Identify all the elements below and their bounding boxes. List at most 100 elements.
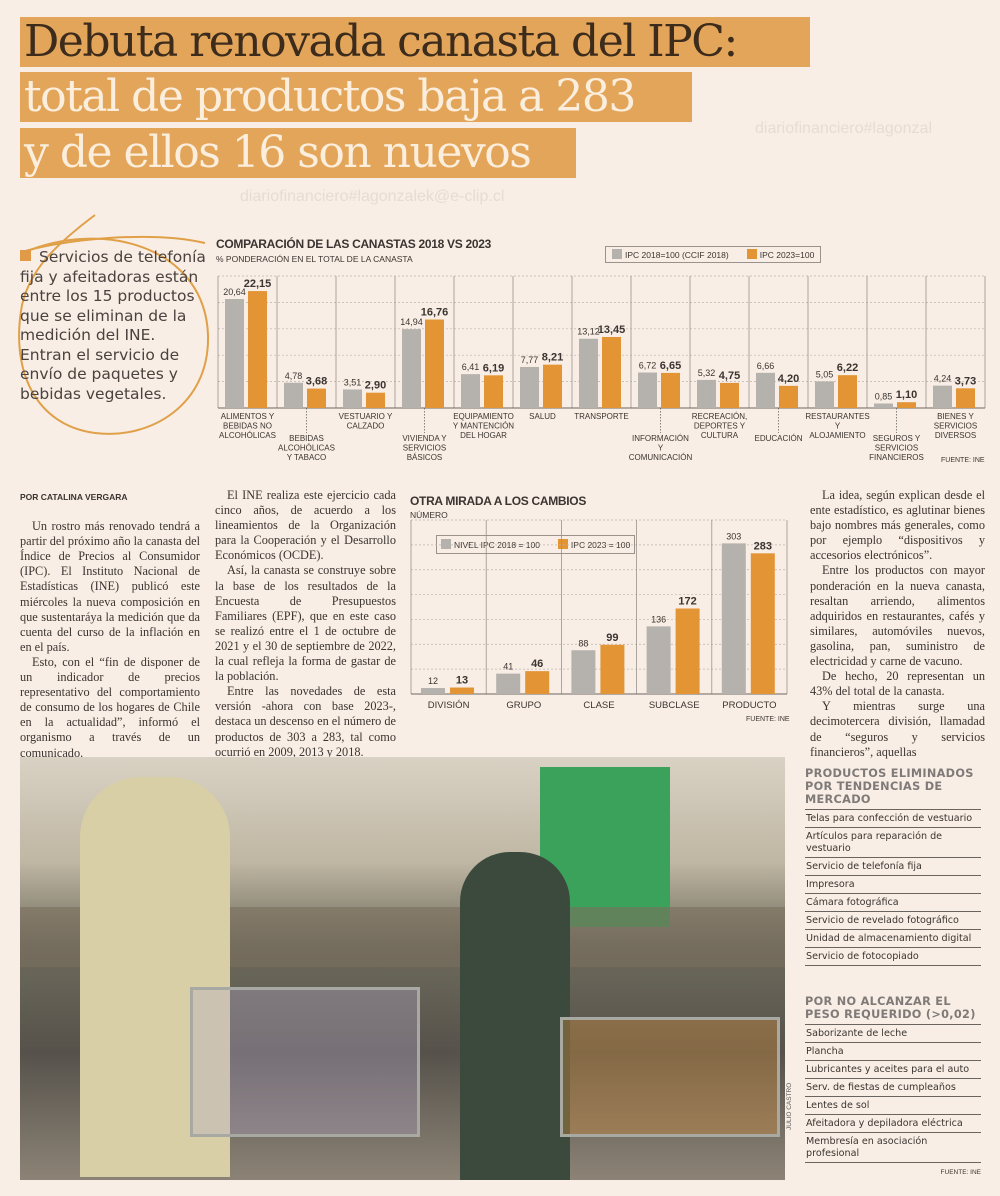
eliminated-title: PRODUCTOS ELIMINADOS POR TENDENCIAS DE M… — [805, 767, 981, 810]
category-label: EQUIPAMIENTO — [453, 412, 514, 421]
bar-2023 — [602, 336, 621, 408]
category-label: VIVIENDA Y — [402, 434, 447, 443]
data-label: 14,94 — [400, 317, 423, 327]
legend-item-2023: IPC 2023=100 — [746, 249, 814, 260]
photo-shopper-man — [80, 777, 230, 1177]
chart1-subtitle: % PONDERACIÓN EN EL TOTAL DE LA CANASTA — [216, 254, 413, 264]
bar-2018 — [421, 688, 445, 694]
chart2-title: OTRA MIRADA A LOS CAMBIOS — [410, 494, 587, 508]
data-label: 41 — [503, 662, 513, 672]
data-label: 13 — [456, 675, 468, 687]
data-label: 3,73 — [955, 375, 976, 387]
bar-2023 — [484, 375, 503, 408]
data-label: 7,77 — [521, 355, 539, 365]
category-label: SERVICIOS — [403, 444, 446, 453]
bullet-square-icon — [20, 250, 31, 261]
bar-2018 — [646, 626, 671, 694]
category-label: BEBIDAS — [289, 434, 324, 443]
photo-shopper-woman — [460, 852, 570, 1180]
category-label: COMUNICACIÓN — [629, 453, 693, 462]
chart1-source: FUENTE: INE — [941, 457, 985, 464]
category-label: ALCOHÓLICAS — [219, 431, 276, 440]
headline-line-2: total de productos baja a 283 — [20, 72, 692, 122]
bar-2018 — [571, 650, 596, 694]
bar-2018 — [815, 381, 834, 408]
bar-2018 — [933, 385, 952, 408]
bar-2018 — [343, 389, 362, 408]
category-label: EDUCACIÓN — [754, 434, 802, 443]
bar-2018 — [496, 673, 521, 694]
pull-quote-text: Servicios de telefonía fija y afeitadora… — [20, 248, 206, 403]
paragraph: Entre los productos con mayor ponderació… — [810, 563, 985, 669]
list-item: Servicio de telefonía fija — [805, 858, 981, 876]
category-label: SEGUROS Y — [873, 434, 921, 443]
data-label: 13,45 — [598, 324, 626, 336]
data-label: 6,72 — [639, 361, 657, 371]
photo-shopping-cart — [560, 1017, 780, 1137]
list-item: Unidad de almacenamiento digital — [805, 930, 981, 948]
chart2-source: FUENTE: INE — [746, 716, 790, 723]
data-label: 88 — [578, 638, 588, 648]
data-label: 172 — [678, 595, 696, 607]
data-label: 3,51 — [344, 377, 362, 387]
category-label: DIVISIÓN — [428, 700, 470, 711]
hand-drawn-circle — [18, 214, 210, 435]
legend-item-2018: IPC 2018=100 (CCIF 2018) — [612, 249, 729, 260]
category-label: ALCOHÓLICAS — [278, 444, 335, 453]
list-item: Lentes de sol — [805, 1097, 981, 1115]
data-label: 22,15 — [244, 278, 272, 290]
list-item: Saborizante de leche — [805, 1025, 981, 1043]
list-item: Plancha — [805, 1043, 981, 1061]
bar-2023 — [525, 671, 550, 694]
data-label: 5,32 — [698, 368, 716, 378]
bar-2023 — [425, 319, 444, 408]
headline-line-3: y de ellos 16 son nuevos — [20, 128, 576, 178]
bar-2018 — [225, 299, 244, 408]
sidebar-source: FUENTE: INE — [940, 1169, 981, 1176]
paragraph: El INE realiza este ejercicio cada cinco… — [215, 488, 396, 563]
list-item: Afeitadora y depiladora eléctrica — [805, 1115, 981, 1133]
bar-2023 — [956, 388, 975, 408]
data-label: 6,19 — [483, 362, 504, 374]
bar-2023 — [450, 687, 474, 694]
bar-2023 — [897, 402, 916, 408]
watermark: diariofinanciero#lagonzalek@e-clip.cl — [240, 188, 505, 205]
byline: POR CATALINA VERGARA — [20, 492, 128, 502]
list-item: Lubricantes y aceites para el auto — [805, 1061, 981, 1079]
bar-2018 — [579, 338, 598, 408]
data-label: 20,64 — [223, 287, 246, 297]
low-weight-title: POR NO ALCANZAR EL PESO REQUERIDO (>0,02… — [805, 995, 981, 1025]
data-label: 136 — [651, 614, 666, 624]
category-label: SALUD — [529, 412, 556, 421]
data-label: 4,24 — [934, 374, 952, 384]
data-label: 303 — [726, 531, 741, 541]
chart1-legend: IPC 2018=100 (CCIF 2018) IPC 2023=100 — [605, 246, 822, 263]
category-label: VESTUARIO Y — [339, 412, 393, 421]
data-label: 4,78 — [285, 371, 303, 381]
bar-2023 — [661, 372, 680, 408]
data-label: 2,90 — [365, 380, 386, 392]
eliminated-list: Telas para confección de vestuario Artícu… — [805, 810, 981, 966]
bar-2018 — [520, 366, 539, 408]
data-label: 99 — [606, 632, 618, 644]
bar-2018 — [756, 372, 775, 408]
category-label: BÁSICOS — [407, 453, 443, 462]
category-label: SUBCLASE — [649, 700, 700, 711]
data-label: 5,05 — [816, 369, 834, 379]
low-weight-products-box: POR NO ALCANZAR EL PESO REQUERIDO (>0,02… — [805, 995, 981, 1176]
category-label: ALOJAMIENTO — [809, 431, 865, 440]
paragraph: Entre las novedades de esta versión -aho… — [215, 684, 396, 759]
bar-2023 — [366, 392, 385, 408]
watermark: diariofinanciero#lagonzal — [755, 120, 933, 137]
list-item: Serv. de fiestas de cumpleaños — [805, 1079, 981, 1097]
category-label: ALIMENTOS Y — [221, 412, 275, 421]
bar-2018 — [638, 372, 657, 408]
bar-2023 — [248, 291, 267, 408]
category-label: DEL HOGAR — [460, 431, 507, 440]
supermarket-photo — [20, 757, 785, 1180]
article-column-4: La idea, según explican desde el ente es… — [810, 488, 985, 760]
bar-2023 — [750, 553, 775, 694]
data-label: 6,66 — [757, 361, 775, 371]
list-item: Servicio de revelado fotográfico — [805, 912, 981, 930]
